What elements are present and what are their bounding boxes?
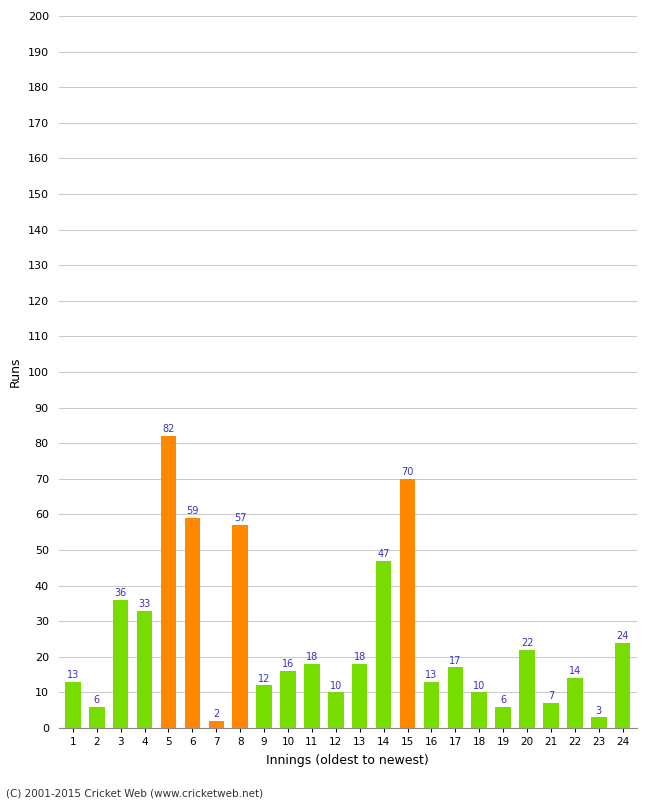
Bar <box>256 686 272 728</box>
Bar <box>495 706 511 728</box>
Text: 17: 17 <box>449 656 462 666</box>
Text: 36: 36 <box>114 588 127 598</box>
Bar <box>424 682 439 728</box>
Bar <box>615 642 630 728</box>
Bar <box>376 561 391 728</box>
Text: 6: 6 <box>500 695 506 705</box>
Bar <box>209 721 224 728</box>
Bar <box>567 678 582 728</box>
Bar <box>304 664 320 728</box>
Bar <box>591 718 606 728</box>
Bar <box>328 693 344 728</box>
Text: 82: 82 <box>162 424 175 434</box>
Text: 2: 2 <box>213 709 220 719</box>
Bar <box>161 436 176 728</box>
Text: 24: 24 <box>616 630 629 641</box>
Text: 13: 13 <box>67 670 79 680</box>
Text: 7: 7 <box>548 691 554 702</box>
Text: 70: 70 <box>401 467 413 477</box>
Bar <box>233 525 248 728</box>
Y-axis label: Runs: Runs <box>9 357 22 387</box>
Bar <box>400 478 415 728</box>
Text: 12: 12 <box>258 674 270 683</box>
Text: 16: 16 <box>282 659 294 670</box>
Bar <box>65 682 81 728</box>
Bar <box>136 610 152 728</box>
Bar <box>185 518 200 728</box>
Text: 10: 10 <box>473 681 486 690</box>
Text: 10: 10 <box>330 681 342 690</box>
Bar <box>519 650 535 728</box>
X-axis label: Innings (oldest to newest): Innings (oldest to newest) <box>266 754 429 767</box>
Bar <box>543 703 559 728</box>
Text: 22: 22 <box>521 638 533 648</box>
Text: 47: 47 <box>378 549 390 559</box>
Text: 13: 13 <box>425 670 437 680</box>
Bar <box>471 693 487 728</box>
Text: 33: 33 <box>138 598 151 609</box>
Text: 57: 57 <box>234 514 246 523</box>
Text: 18: 18 <box>306 652 318 662</box>
Bar <box>280 671 296 728</box>
Text: 6: 6 <box>94 695 100 705</box>
Bar <box>89 706 105 728</box>
Bar <box>352 664 367 728</box>
Bar <box>113 600 129 728</box>
Text: 59: 59 <box>186 506 198 516</box>
Text: 3: 3 <box>595 706 602 715</box>
Bar <box>448 667 463 728</box>
Text: 14: 14 <box>569 666 581 676</box>
Text: (C) 2001-2015 Cricket Web (www.cricketweb.net): (C) 2001-2015 Cricket Web (www.cricketwe… <box>6 788 264 798</box>
Text: 18: 18 <box>354 652 366 662</box>
